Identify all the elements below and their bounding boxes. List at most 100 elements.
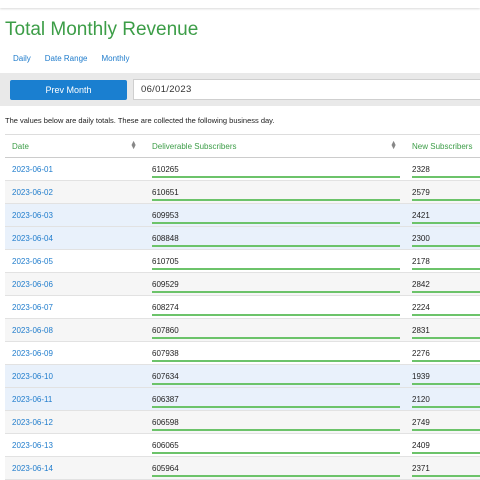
table-cell: 2224 [405,295,480,319]
cell-value: 605964 [152,457,400,477]
tab[interactable]: Date Range [44,54,88,63]
table-cell: 610705 [145,249,405,273]
toolbar: Prev Month 06/01/2023 [0,73,480,106]
table-row: 2023-06-11 606387 2120 [5,387,480,411]
table-cell: 606387 [145,387,405,411]
date-link[interactable]: 2023-06-06 [12,280,53,289]
cell-value: 606065 [152,434,400,454]
table-row: 2023-06-12 606598 2749 [5,410,480,434]
table-cell: 2023-06-08 [5,318,145,342]
table-row: 2023-06-09 607938 2276 [5,341,480,365]
table-cell: 609953 [145,203,405,227]
header-row: Date ▲ ▼ Deliverable Subscribers ▲ ▼ New Subsc… [5,134,480,158]
date-link[interactable]: 2023-06-03 [12,211,53,220]
table-cell: 607860 [145,318,405,342]
cell-value: 2300 [412,227,480,247]
page-title: Total Monthly Revenue [5,19,199,40]
date-input[interactable]: 06/01/2023 [133,79,480,100]
prev-month-button[interactable]: Prev Month [10,80,127,100]
table-cell: 610651 [145,180,405,204]
table-cell: 2328 [405,157,480,181]
cell-value: 2178 [412,250,480,270]
table-cell: 2023-06-09 [5,341,145,365]
cell-value: 2120 [412,388,480,408]
cell-value: 2409 [412,434,480,454]
table-cell: 606598 [145,410,405,434]
tab[interactable]: Monthly [101,54,130,63]
cell-value: 2371 [412,457,480,477]
cell-value: 2579 [412,181,480,201]
table-cell: 606065 [145,433,405,457]
table-cell: 2023-06-06 [5,272,145,296]
cell-value: 607634 [152,365,400,385]
date-link[interactable]: 2023-06-01 [12,165,53,174]
cell-value: 2224 [412,296,480,316]
cell-value: 609953 [152,204,400,224]
date-link[interactable]: 2023-06-09 [12,349,53,358]
table-row: 2023-06-02 610651 2579 [5,180,480,204]
cell-value: 610705 [152,250,400,270]
note: The values below are daily totals. These… [5,116,275,125]
date-link[interactable]: 2023-06-13 [12,441,53,450]
cell-value: 607860 [152,319,400,339]
table-row: 2023-06-07 608274 2224 [5,295,480,319]
table-cell: 2023-06-10 [5,364,145,388]
table-cell: 2276 [405,341,480,365]
column-header[interactable]: New Subscribers [405,134,480,158]
table-cell: 2023-06-02 [5,180,145,204]
column-header-text: Deliverable Subscribers [152,141,237,151]
table-row: 2023-06-03 609953 2421 [5,203,480,227]
cell-value: 608274 [152,296,400,316]
date-link[interactable]: 2023-06-07 [12,303,53,312]
column-header-text: Date [12,141,29,151]
cell-value: 606598 [152,411,400,431]
table-cell: 2749 [405,410,480,434]
column-header-text: New Subscribers [412,141,473,151]
top-bar [0,0,480,8]
column-header[interactable]: Date ▲ ▼ [5,134,145,158]
table-row: 2023-06-13 606065 2409 [5,433,480,457]
tab[interactable]: Daily [13,54,31,63]
table-cell: 2178 [405,249,480,273]
table-cell: 1939 [405,364,480,388]
date-link[interactable]: 2023-06-12 [12,418,53,427]
table-cell: 2023-06-04 [5,226,145,250]
table-cell: 607938 [145,341,405,365]
cell-value: 1939 [412,365,480,385]
sort-icon[interactable]: ▲ ▼ [390,140,397,151]
table-cell: 2421 [405,203,480,227]
date-link[interactable]: 2023-06-11 [12,395,53,404]
sort-icon[interactable]: ▲ ▼ [130,140,137,151]
table-cell: 608274 [145,295,405,319]
date-link[interactable]: 2023-06-04 [12,234,53,243]
date-link[interactable]: 2023-06-14 [12,464,53,473]
table-row: 2023-06-05 610705 2178 [5,249,480,273]
table-cell: 2842 [405,272,480,296]
table-row: 2023-06-01 610265 2328 [5,157,480,181]
table-cell: 2579 [405,180,480,204]
table-cell: 2023-06-12 [5,410,145,434]
cell-value: 2328 [412,158,480,178]
date-link[interactable]: 2023-06-10 [12,372,53,381]
cell-value: 610265 [152,158,400,178]
table-cell: 2300 [405,226,480,250]
date-link[interactable]: 2023-06-08 [12,326,53,335]
cell-value: 608848 [152,227,400,247]
data-table: Date ▲ ▼ Deliverable Subscribers ▲ ▼ New Subsc… [5,134,480,480]
cell-value: 2276 [412,342,480,362]
cell-value: 609529 [152,273,400,293]
table-cell: 605964 [145,456,405,480]
cell-value: 2421 [412,204,480,224]
date-link[interactable]: 2023-06-05 [12,257,53,266]
table-row: 2023-06-04 608848 2300 [5,226,480,250]
table-row: 2023-06-06 609529 2842 [5,272,480,296]
tabs: Daily Date Range Monthly [13,54,144,63]
table-cell: 2023-06-07 [5,295,145,319]
cell-value: 2749 [412,411,480,431]
column-header[interactable]: Deliverable Subscribers ▲ ▼ [145,134,405,158]
table-cell: 2023-06-14 [5,456,145,480]
date-link[interactable]: 2023-06-02 [12,188,53,197]
table-cell: 609529 [145,272,405,296]
table-cell: 2023-06-13 [5,433,145,457]
